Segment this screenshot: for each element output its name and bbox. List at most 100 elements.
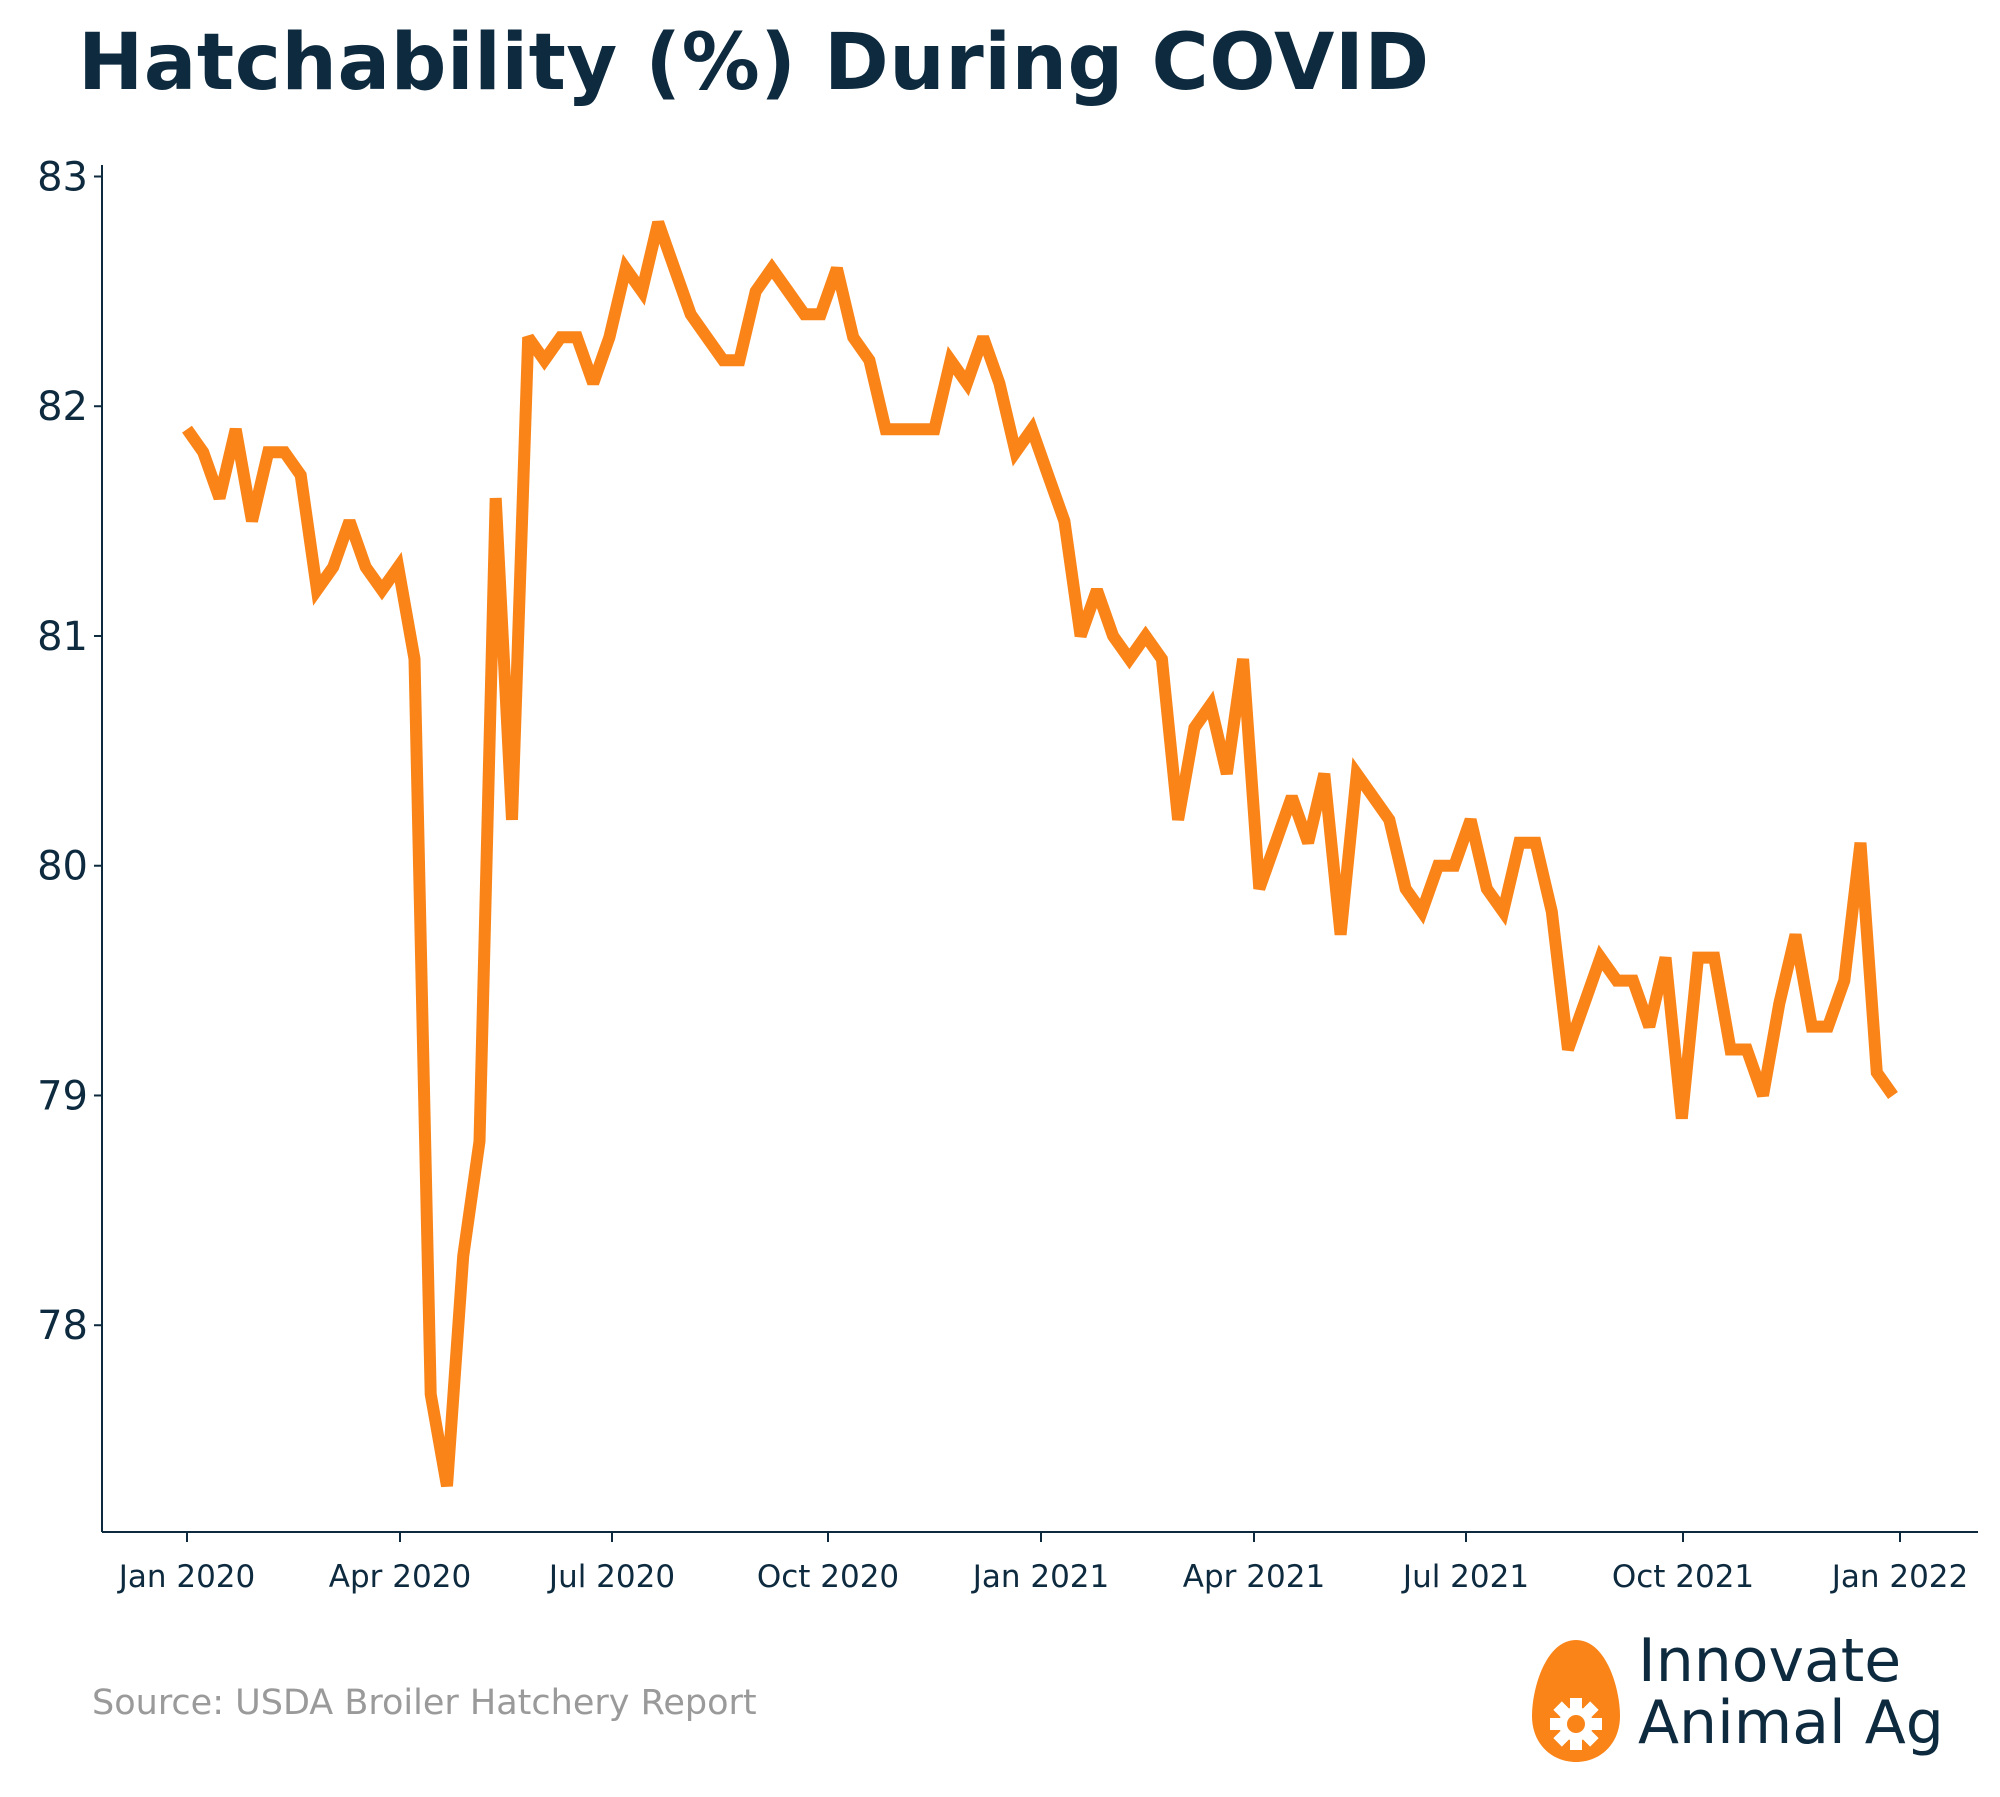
data-point [1578,998,1590,1010]
data-point [863,354,875,366]
data-point [1806,1021,1818,1033]
data-point [1156,653,1168,665]
data-point [1692,952,1704,964]
x-tick-label: Jul 2021 [1401,1559,1529,1595]
data-point [1676,1113,1688,1125]
chart-axes [101,165,1978,1533]
x-tick-label: Jan 2021 [971,1559,1110,1595]
data-point [1741,1044,1753,1056]
data-point [1773,998,1785,1010]
data-point [1205,699,1217,711]
data-point [928,423,940,435]
data-point [279,446,291,458]
data-point [831,262,843,274]
data-point [392,561,404,573]
data-point [214,492,226,504]
data-point [1643,1021,1655,1033]
data-point [1026,423,1038,435]
data-point [327,561,339,573]
x-tick-label: Oct 2021 [1612,1559,1754,1595]
x-tick-label: Jul 2020 [547,1559,675,1595]
data-point [750,285,762,297]
data-point [1790,929,1802,941]
y-tick-label: 82 [37,384,88,430]
data-point [555,331,567,343]
data-point [1595,952,1607,964]
x-axis-ticks: Jan 2020 Apr 2020 Jul 2020 Oct 2020 Jan 2021… [117,1532,1968,1595]
data-point [1513,837,1525,849]
data-point [1465,814,1477,826]
data-point [1123,653,1135,665]
chart-title: Hatchability (%) During COVID [78,18,1430,108]
x-tick-label: Oct 2020 [757,1559,899,1595]
data-point [1107,630,1119,642]
data-point [571,331,583,343]
data-point [1448,860,1460,872]
data-point [1351,768,1363,780]
data-point [912,423,924,435]
series-line [182,220,1898,1488]
data-point [1010,446,1022,458]
data-point [1757,1090,1769,1102]
y-tick-label: 79 [37,1073,88,1119]
data-point [181,423,193,435]
data-point [441,1480,453,1492]
data-point [815,308,827,320]
data-point [652,216,664,228]
data-point [1367,791,1379,803]
line-chart: 78 79 80 81 82 83 Jan 2020 Apr 2020 Jul 2020 Oct… [37,154,1978,1595]
x-tick-label: Apr 2021 [1183,1559,1325,1595]
y-tick-label: 81 [37,614,88,660]
data-point [782,285,794,297]
data-point [490,492,502,504]
data-point [197,446,209,458]
data-point [538,354,550,366]
data-point [1822,1021,1834,1033]
data-point [1188,722,1200,734]
data-point [1497,906,1509,918]
data-point [1400,883,1412,895]
logo-line-2: Animal Ag [1638,1688,1944,1758]
logo-wordmark: Innovate Animal Ag [1638,1630,1944,1754]
data-point [733,354,745,366]
data-point [1562,1044,1574,1056]
data-point [1383,814,1395,826]
data-point [1140,630,1152,642]
data-point [1042,469,1054,481]
brand-logo: Innovate Animal Ag [1528,1630,1988,1780]
data-point [1887,1090,1899,1102]
data-point [717,354,729,366]
data-point [1335,929,1347,941]
y-tick-label: 78 [37,1303,88,1349]
data-point [1546,906,1558,918]
data-point [295,469,307,481]
data-point [603,331,615,343]
data-point [1221,768,1233,780]
data-point [685,308,697,320]
series-group [181,216,1899,1492]
data-point [620,262,632,274]
data-point [668,262,680,274]
data-point [766,262,778,274]
data-point [847,331,859,343]
data-point [1725,1044,1737,1056]
data-point [1172,814,1184,826]
data-point [1270,837,1282,849]
data-point [376,584,388,596]
data-point [1855,837,1867,849]
data-point [961,377,973,389]
x-tick-label: Apr 2020 [329,1559,471,1595]
data-point [1627,975,1639,987]
data-point [1481,883,1493,895]
data-point [1058,515,1070,527]
gear-egg-icon [1532,1640,1620,1762]
data-point [457,1250,469,1262]
data-point [1318,768,1330,780]
data-point [262,446,274,458]
data-point [977,331,989,343]
data-point [246,515,258,527]
data-point [1237,653,1249,665]
data-point [636,285,648,297]
data-point [587,377,599,389]
data-point [474,1135,486,1147]
